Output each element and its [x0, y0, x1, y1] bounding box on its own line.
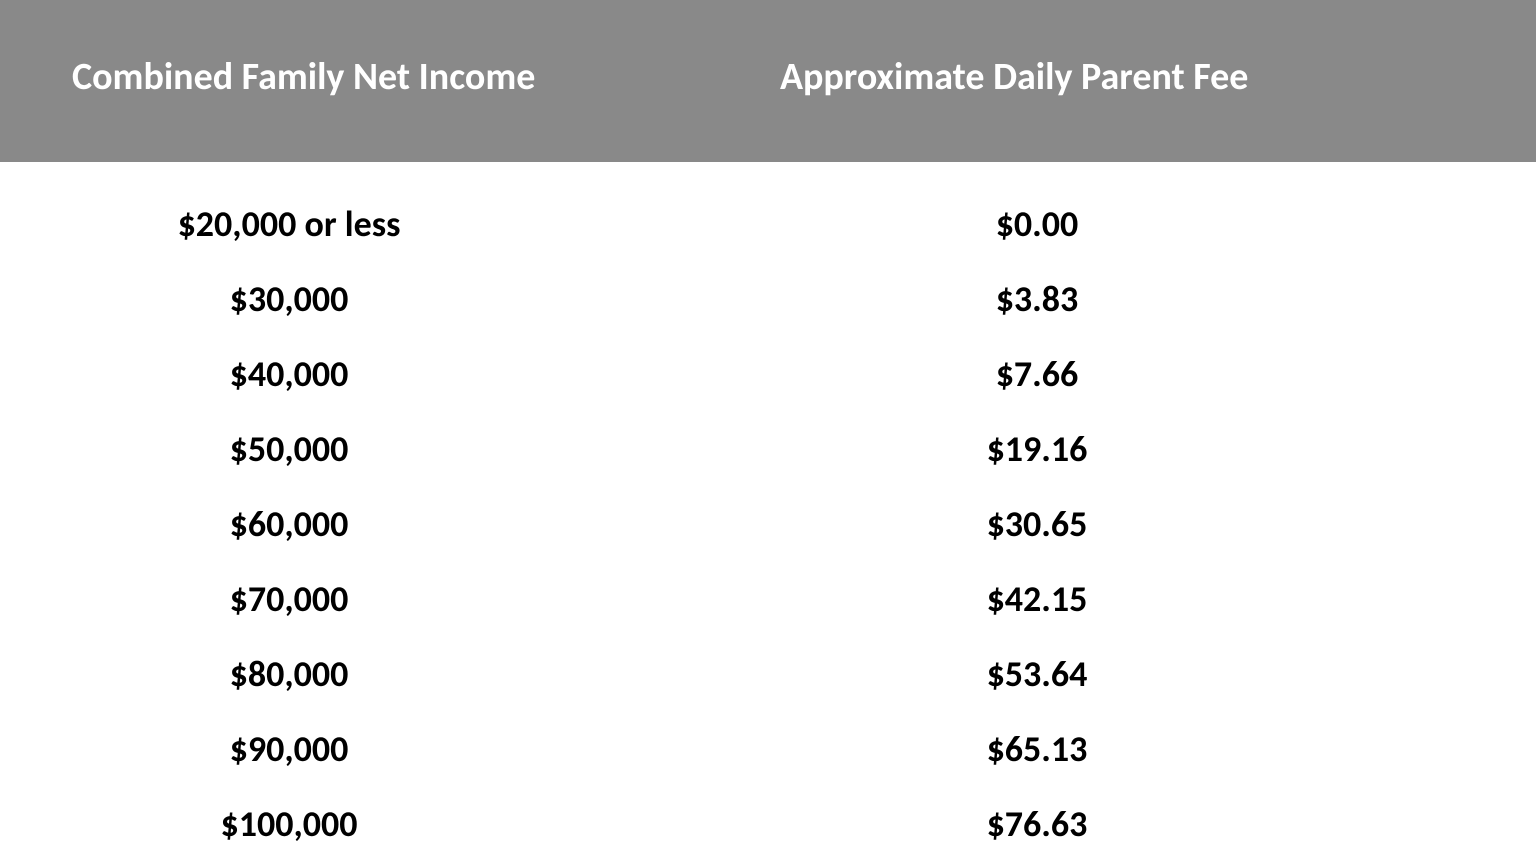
- fee-cell: $30.65: [768, 502, 1536, 546]
- fee-cell: $42.15: [768, 577, 1536, 621]
- fee-table: Combined Family Net Income Approximate D…: [0, 0, 1536, 861]
- income-cell: $70,000: [0, 577, 768, 621]
- fee-cell: $3.83: [768, 277, 1536, 321]
- table-row: $30,000 $3.83: [0, 261, 1536, 336]
- table-row: $60,000 $30.65: [0, 486, 1536, 561]
- income-cell: $80,000: [0, 652, 768, 696]
- fee-cell: $0.00: [768, 202, 1536, 246]
- fee-cell: $19.16: [768, 427, 1536, 471]
- income-cell: $40,000: [0, 352, 768, 396]
- table-row: $90,000 $65.13: [0, 711, 1536, 786]
- income-cell: $30,000: [0, 277, 768, 321]
- income-cell: $20,000 or less: [0, 202, 768, 246]
- column-header-income: Combined Family Net Income: [0, 54, 768, 100]
- table-row: $20,000 or less $0.00: [0, 186, 1536, 261]
- income-cell: $50,000: [0, 427, 768, 471]
- fee-cell: $7.66: [768, 352, 1536, 396]
- income-cell: $60,000: [0, 502, 768, 546]
- table-row: $100,000 $76.63: [0, 786, 1536, 861]
- fee-cell: $65.13: [768, 727, 1536, 771]
- column-header-fee: Approximate Daily Parent Fee: [768, 54, 1536, 100]
- table-row: $70,000 $42.15: [0, 561, 1536, 636]
- table-row: $50,000 $19.16: [0, 411, 1536, 486]
- income-cell: $90,000: [0, 727, 768, 771]
- fee-cell: $76.63: [768, 802, 1536, 846]
- fee-cell: $53.64: [768, 652, 1536, 696]
- table-row: $80,000 $53.64: [0, 636, 1536, 711]
- table-row: $40,000 $7.66: [0, 336, 1536, 411]
- table-header-row: Combined Family Net Income Approximate D…: [0, 0, 1536, 162]
- income-cell: $100,000: [0, 802, 768, 846]
- table-body: $20,000 or less $0.00 $30,000 $3.83 $40,…: [0, 162, 1536, 861]
